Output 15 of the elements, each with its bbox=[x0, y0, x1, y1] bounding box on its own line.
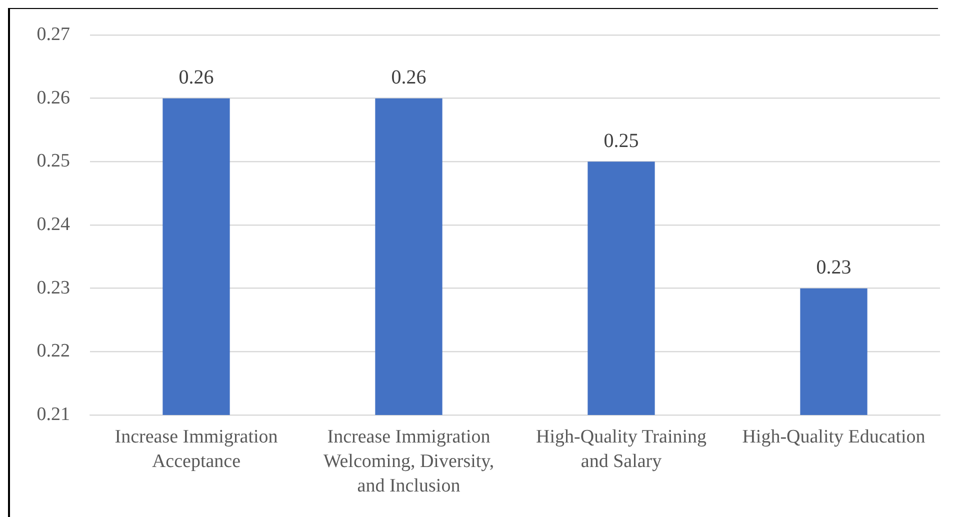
y-tick-label: 0.23 bbox=[36, 277, 70, 298]
x-tick-label: Increase Immigration Acceptance bbox=[114, 426, 278, 472]
y-tick-label: 0.26 bbox=[36, 87, 70, 108]
data-label: 0.26 bbox=[391, 66, 426, 89]
y-tick-label: 0.25 bbox=[36, 150, 70, 172]
y-tick-label: 0.27 bbox=[36, 24, 70, 45]
data-label: 0.26 bbox=[178, 66, 214, 89]
data-label: 0.23 bbox=[816, 256, 852, 279]
x-tick-label: High-Quality Education bbox=[742, 426, 926, 448]
y-tick-label: 0.24 bbox=[36, 214, 70, 235]
y-tick-label: 0.21 bbox=[36, 404, 70, 425]
y-tick-label: 0.22 bbox=[36, 340, 70, 362]
data-label: 0.25 bbox=[604, 130, 639, 152]
x-tick-label: High-Quality Training and Salary bbox=[536, 426, 707, 472]
x-tick-label: Increase Immigration Welcoming, Diversity, and Inclusion bbox=[323, 426, 494, 497]
